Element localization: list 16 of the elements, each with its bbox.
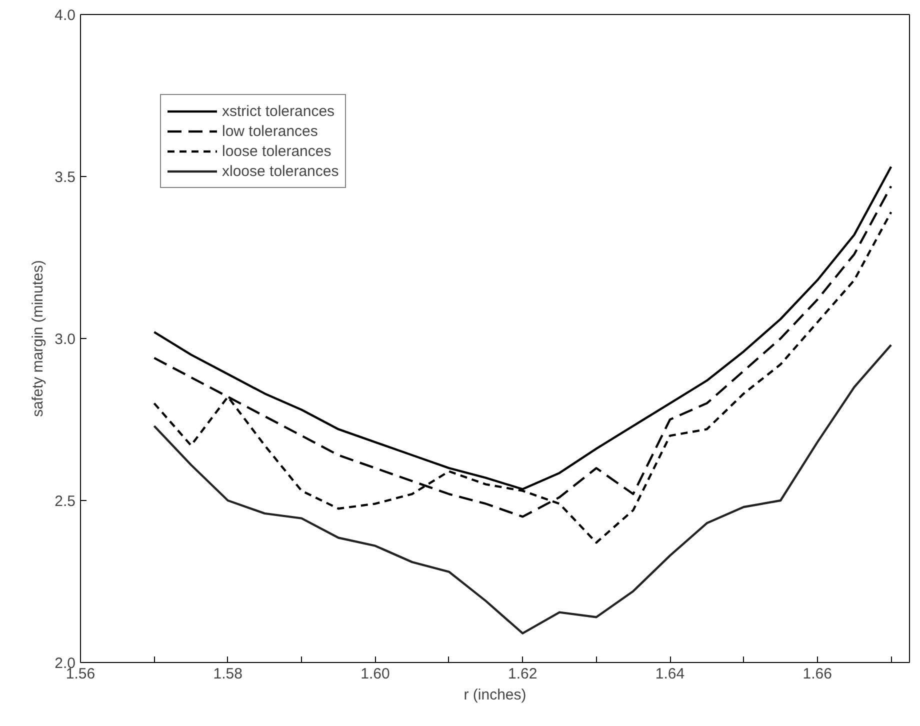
x-tick-label: 1.62: [508, 666, 538, 682]
line-series: [153, 344, 892, 634]
y-axis-title: safety margin (minutes): [30, 260, 47, 417]
y-tick-label: 4.0: [54, 7, 76, 24]
x-tick-label: 1.60: [360, 666, 390, 682]
x-axis-title: r (inches): [464, 686, 526, 704]
legend-label: low tolerances: [222, 122, 318, 140]
x-tick-label: 1.64: [655, 666, 685, 682]
legend-label: loose tolerances: [222, 142, 332, 160]
y-tick-label: 3.0: [54, 331, 76, 348]
y-tick-label: 3.5: [54, 169, 76, 186]
x-tick-label: 1.58: [213, 666, 242, 682]
legend-label: xstrict tolerances: [222, 102, 335, 120]
legend-label: xloose tolerances: [222, 162, 339, 180]
y-tick-label: 2.5: [54, 493, 76, 510]
x-tick-label: 1.66: [802, 666, 832, 682]
